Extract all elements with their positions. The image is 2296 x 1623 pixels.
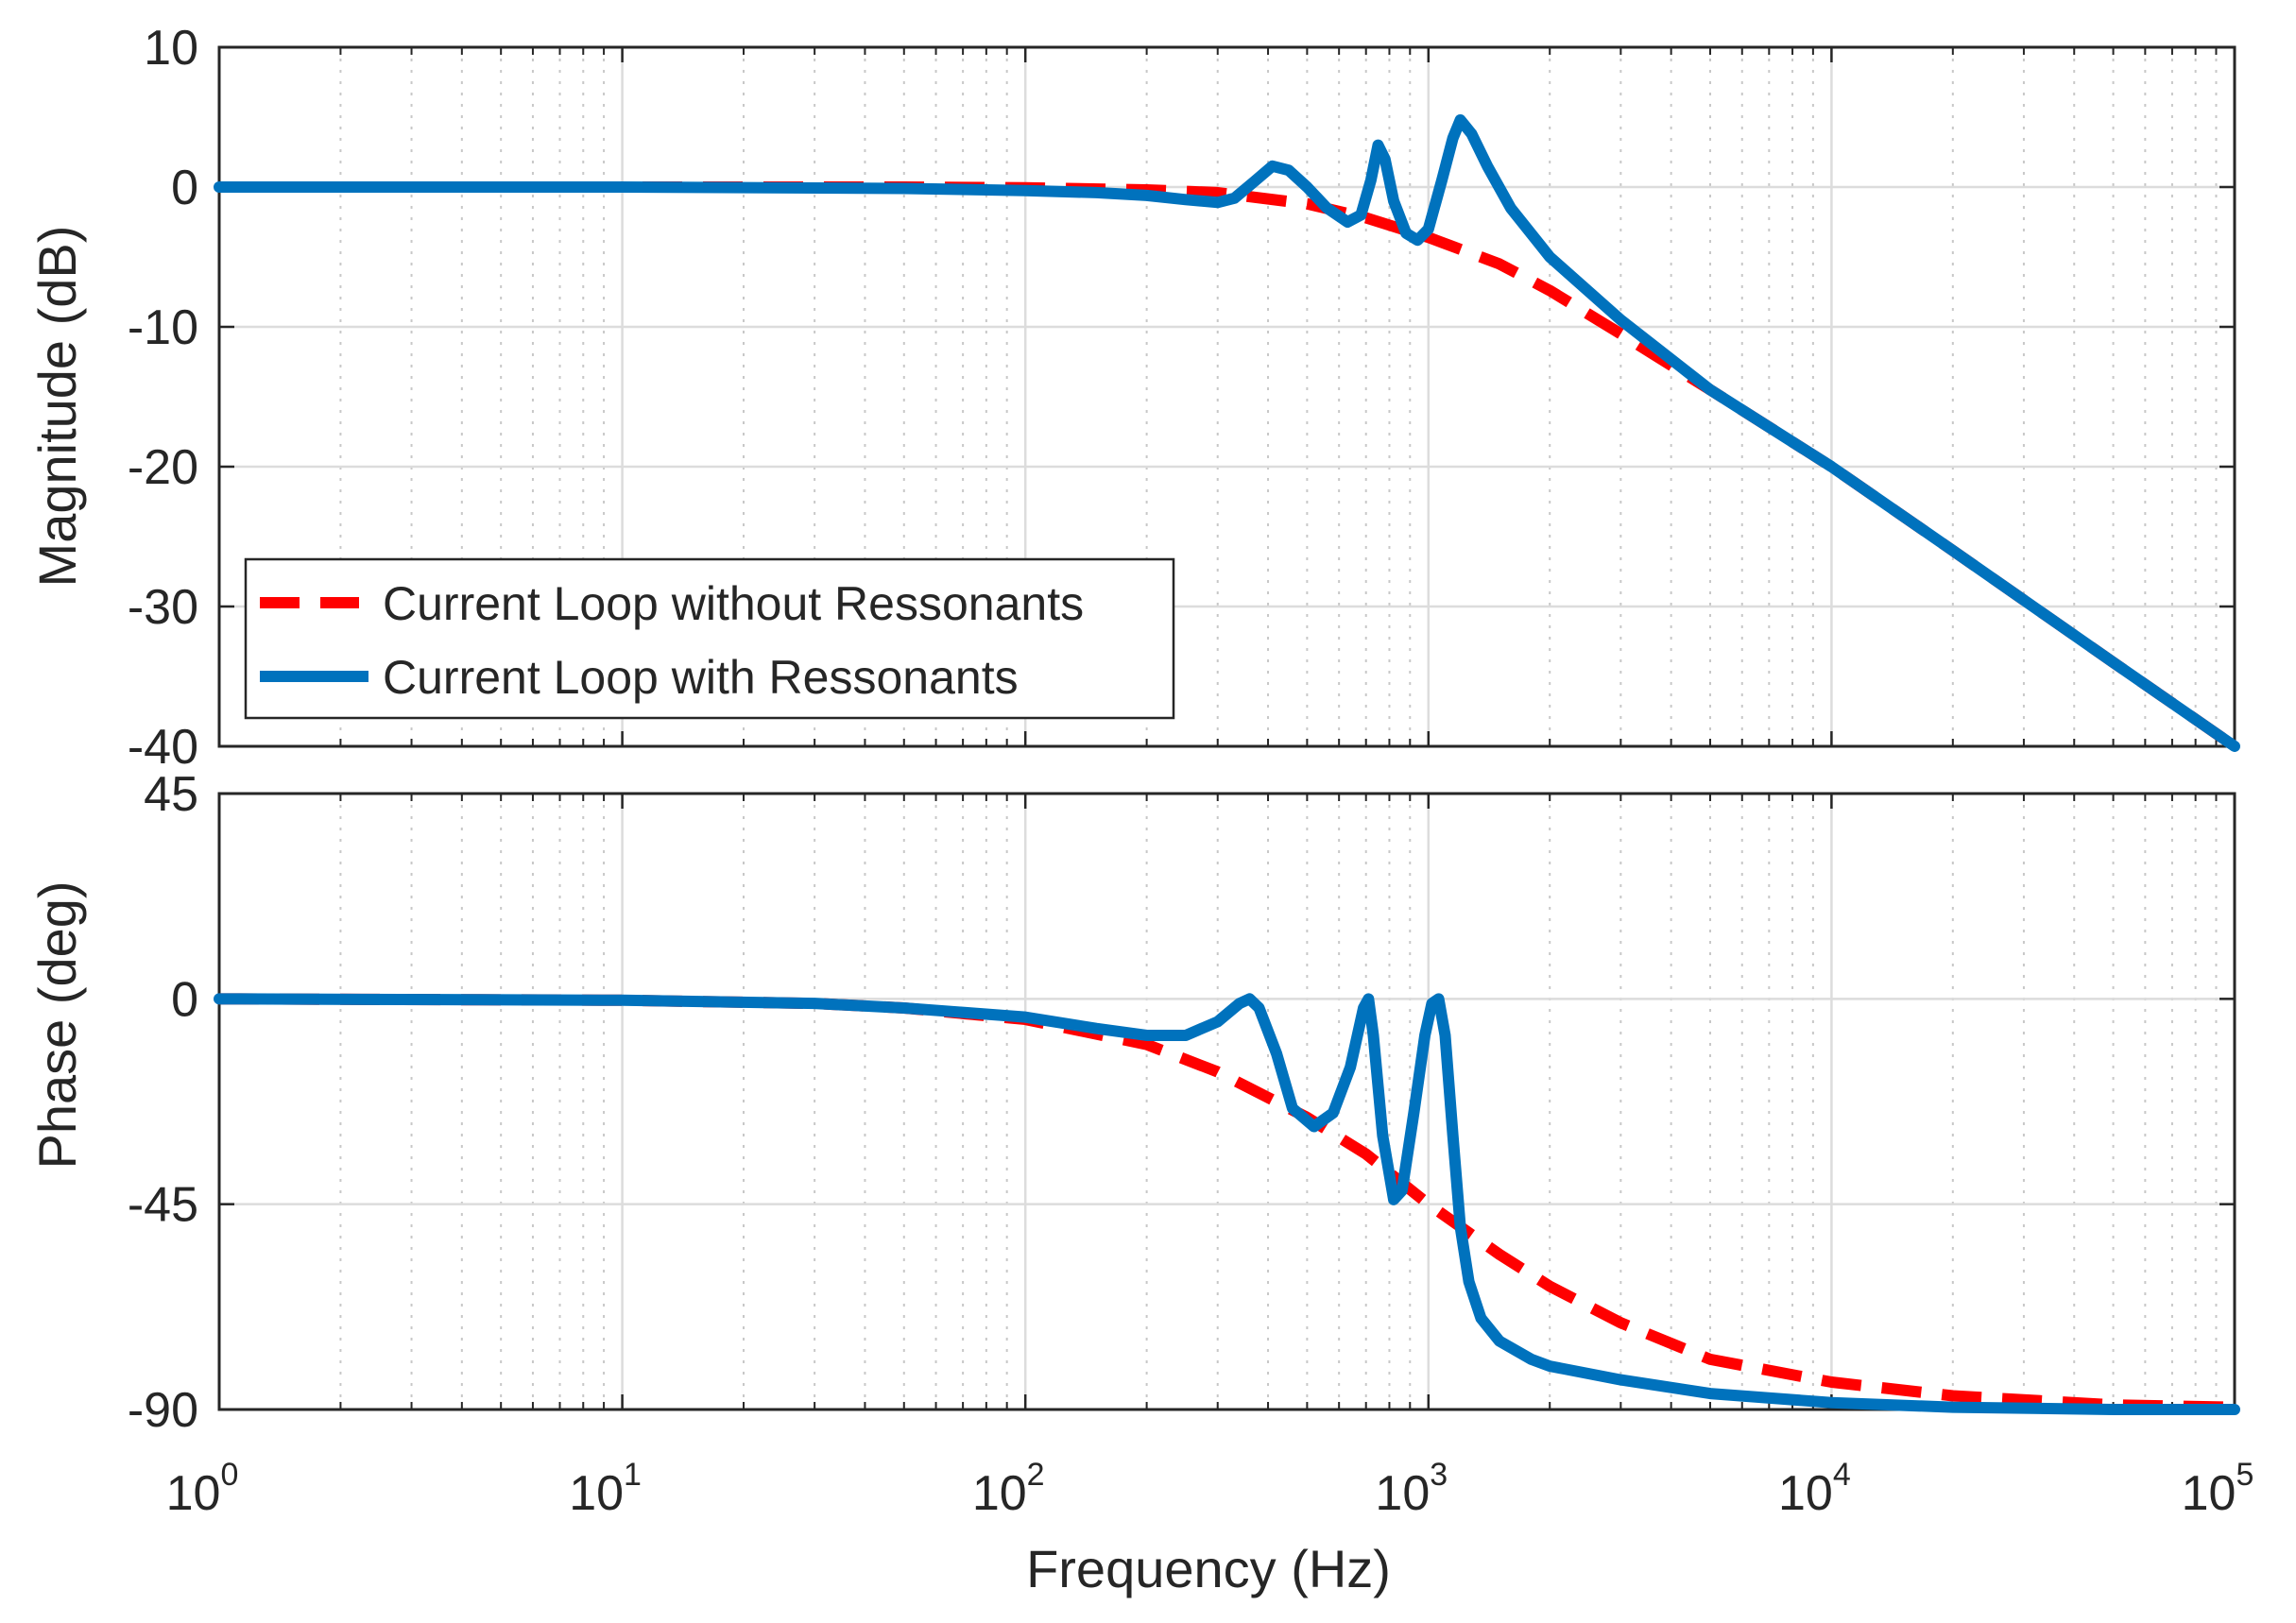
mag-y-tick-label: -10: [128, 300, 198, 355]
x-tick-label: 105: [2182, 1457, 2254, 1521]
mag-series-with-resonants: [214, 113, 2240, 752]
mag-y-tick-label: 10: [144, 21, 198, 76]
x-tick-label: 100: [166, 1457, 239, 1521]
magnitude-axes: 10 0 -10 -20 -30 -40: [128, 21, 2240, 775]
phase-axes-box: [217, 792, 2236, 1411]
phase-y-tick-label: -45: [128, 1178, 198, 1233]
mag-y-tick-label: 0: [171, 161, 198, 215]
x-axis-label: Frequency (Hz): [1026, 1539, 1391, 1598]
legend-label-without-resonants: Current Loop without Ressonants: [383, 577, 1084, 630]
mag-y-tick-label: -30: [128, 580, 198, 635]
mag-axes-box: [217, 45, 2236, 748]
mag-y-tick-label: -40: [128, 720, 198, 775]
mag-y-tick-label: -20: [128, 440, 198, 495]
phase-y-axis-label: Phase (deg): [27, 880, 87, 1169]
legend-box: [244, 557, 1175, 720]
x-tick-label: 103: [1375, 1457, 1448, 1521]
phase-series-with-resonants: [214, 993, 2240, 1415]
legend-label-with-resonants: Current Loop with Ressonants: [383, 651, 1019, 704]
phase-y-tick-label: 45: [144, 767, 198, 822]
x-tick-label: 104: [1778, 1457, 1851, 1521]
x-tick-label: 102: [972, 1457, 1045, 1521]
legend: Current Loop without Ressonants Current …: [244, 557, 1175, 720]
phase-y-tick-label: 0: [171, 972, 198, 1027]
x-tick-label: 101: [569, 1457, 642, 1521]
phase-y-tick-label: -90: [128, 1383, 198, 1438]
x-tick-labels: 100 101 102 103 104 105: [166, 1457, 2254, 1521]
phase-axes: 45 0 -45 -90: [128, 767, 2240, 1438]
magnitude-y-axis-label: Magnitude (dB): [27, 226, 87, 588]
